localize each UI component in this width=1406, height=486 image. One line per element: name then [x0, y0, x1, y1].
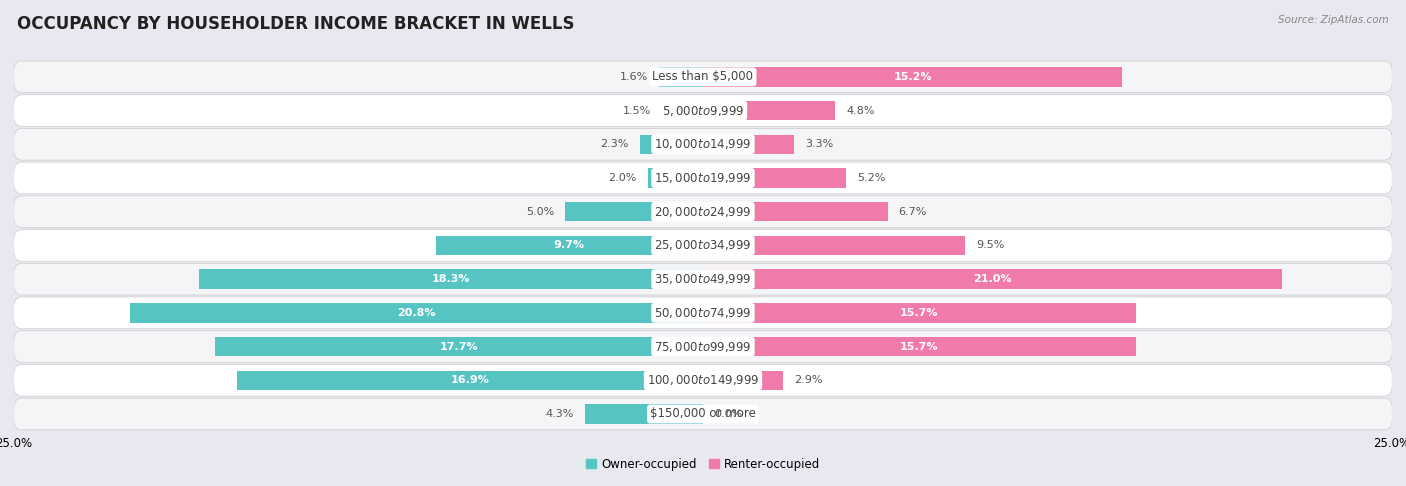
Text: 21.0%: 21.0%	[973, 274, 1011, 284]
Text: 3.3%: 3.3%	[806, 139, 834, 149]
FancyBboxPatch shape	[14, 398, 1392, 430]
Text: $50,000 to $74,999: $50,000 to $74,999	[654, 306, 752, 320]
FancyBboxPatch shape	[14, 162, 1392, 194]
Text: 18.3%: 18.3%	[432, 274, 470, 284]
Text: Less than $5,000: Less than $5,000	[652, 70, 754, 84]
Bar	[585, 404, 703, 424]
Bar	[703, 101, 835, 121]
FancyBboxPatch shape	[14, 297, 1392, 329]
FancyBboxPatch shape	[14, 95, 1392, 126]
Bar	[703, 269, 1282, 289]
Text: 2.9%: 2.9%	[794, 375, 823, 385]
Bar	[659, 67, 703, 87]
Text: $15,000 to $19,999: $15,000 to $19,999	[654, 171, 752, 185]
Text: 15.7%: 15.7%	[900, 342, 939, 351]
Text: 20.8%: 20.8%	[396, 308, 436, 318]
Bar	[703, 135, 794, 154]
Bar	[198, 269, 703, 289]
Text: 5.0%: 5.0%	[526, 207, 554, 217]
Text: 5.2%: 5.2%	[858, 173, 886, 183]
Text: $35,000 to $49,999: $35,000 to $49,999	[654, 272, 752, 286]
Text: 15.7%: 15.7%	[900, 308, 939, 318]
Text: 6.7%: 6.7%	[898, 207, 927, 217]
Bar	[703, 202, 887, 222]
Bar	[565, 202, 703, 222]
Text: 1.5%: 1.5%	[623, 105, 651, 116]
FancyBboxPatch shape	[14, 128, 1392, 160]
Text: 15.2%: 15.2%	[893, 72, 932, 82]
Text: 9.5%: 9.5%	[976, 241, 1004, 250]
Bar	[436, 236, 703, 255]
Text: $25,000 to $34,999: $25,000 to $34,999	[654, 239, 752, 252]
Text: $100,000 to $149,999: $100,000 to $149,999	[647, 373, 759, 387]
Text: 4.8%: 4.8%	[846, 105, 875, 116]
Bar	[703, 303, 1136, 323]
Text: 9.7%: 9.7%	[554, 241, 585, 250]
Text: 0.0%: 0.0%	[714, 409, 742, 419]
Bar	[215, 337, 703, 356]
Bar	[703, 168, 846, 188]
Text: Source: ZipAtlas.com: Source: ZipAtlas.com	[1278, 15, 1389, 25]
Bar	[703, 370, 783, 390]
Text: 1.6%: 1.6%	[620, 72, 648, 82]
Text: 17.7%: 17.7%	[440, 342, 478, 351]
Bar	[648, 168, 703, 188]
FancyBboxPatch shape	[14, 331, 1392, 363]
Text: $10,000 to $14,999: $10,000 to $14,999	[654, 137, 752, 151]
Bar	[238, 370, 703, 390]
Bar	[703, 67, 1122, 87]
FancyBboxPatch shape	[14, 229, 1392, 261]
Legend: Owner-occupied, Renter-occupied: Owner-occupied, Renter-occupied	[581, 453, 825, 475]
Text: 4.3%: 4.3%	[546, 409, 574, 419]
Bar	[703, 236, 965, 255]
Text: $75,000 to $99,999: $75,000 to $99,999	[654, 340, 752, 354]
Text: 2.3%: 2.3%	[600, 139, 628, 149]
Text: OCCUPANCY BY HOUSEHOLDER INCOME BRACKET IN WELLS: OCCUPANCY BY HOUSEHOLDER INCOME BRACKET …	[17, 15, 575, 33]
Bar	[129, 303, 703, 323]
FancyBboxPatch shape	[14, 61, 1392, 93]
Bar	[703, 337, 1136, 356]
Text: $5,000 to $9,999: $5,000 to $9,999	[662, 104, 744, 118]
Bar	[662, 101, 703, 121]
Text: 2.0%: 2.0%	[609, 173, 637, 183]
Text: 16.9%: 16.9%	[451, 375, 489, 385]
Bar	[640, 135, 703, 154]
FancyBboxPatch shape	[14, 263, 1392, 295]
Text: $20,000 to $24,999: $20,000 to $24,999	[654, 205, 752, 219]
Text: $150,000 or more: $150,000 or more	[650, 407, 756, 420]
FancyBboxPatch shape	[14, 364, 1392, 396]
FancyBboxPatch shape	[14, 196, 1392, 227]
